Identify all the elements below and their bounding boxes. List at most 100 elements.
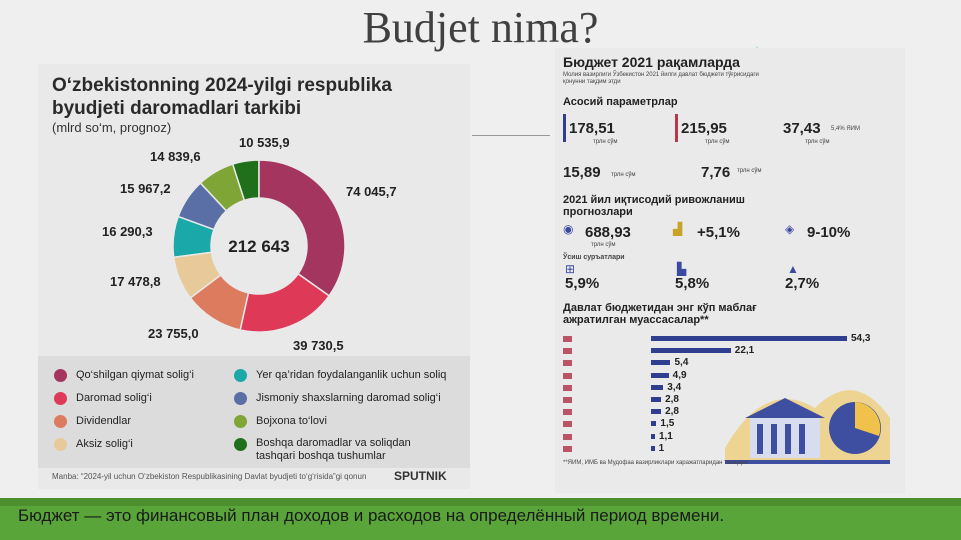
globe-icon: ◉ — [563, 222, 574, 236]
caption-bar: Бюджет — это финансовый план доходов и р… — [0, 498, 961, 540]
inflation-value: 9-10% — [807, 224, 851, 241]
unit-label: трлн сўм — [593, 139, 618, 145]
growth-value: 5,9% — [565, 275, 600, 292]
legend-item: Qo‘shilgan qiymat solig‘i — [76, 369, 194, 381]
bar — [651, 409, 662, 415]
bar — [651, 336, 847, 341]
ministry-icon — [563, 421, 572, 428]
farm-icon: ▲ — [787, 262, 799, 276]
growth-value: 2,7% — [785, 275, 820, 292]
section-heading: Асосий параметрлар — [563, 96, 678, 108]
ministry-icon — [563, 384, 572, 391]
infographic-title: O‘zbekistonning 2024-yilgi respublika by… — [52, 74, 392, 120]
bar-value-label: 1,1 — [658, 430, 673, 442]
ministry-icon — [563, 360, 572, 367]
chart-legend: Qo‘shilgan qiymat solig‘i Daromad solig‘… — [38, 356, 470, 468]
donut-chart: 212 643 — [172, 159, 346, 333]
bar — [651, 384, 664, 390]
slide-title: Budjet nima? — [362, 3, 599, 52]
footnote: **ЯИМ, ИМБ ва Мудофаа вазирликлари хараж… — [563, 460, 748, 466]
legend-swatch — [54, 369, 67, 382]
slice-label: 74 045,7 — [346, 184, 397, 199]
gdp-value: 688,93 — [585, 224, 631, 241]
bar-value-label: 22,1 — [734, 345, 755, 357]
bar-value-label: 1 — [658, 442, 665, 454]
legend-swatch — [54, 438, 67, 451]
source-note: Manba: “2024-yil uchun O‘zbekiston Respu… — [52, 472, 367, 481]
legend-item: Bojxona to‘lovi — [256, 415, 327, 427]
revenue-value: 178,51 — [569, 120, 615, 137]
loans-value: 7,76 — [701, 164, 731, 181]
section-heading: Ўсиш суръатлари — [563, 254, 625, 261]
left-infographic: O‘zbekistonning 2024-yilgi respublika by… — [38, 64, 470, 489]
bar-value-label: 4,9 — [672, 369, 687, 381]
ministry-icon — [563, 397, 572, 403]
bar-value-label: 1,5 — [660, 418, 675, 430]
caption-text: Бюджет — это финансовый план доходов и р… — [18, 506, 725, 525]
bar — [651, 348, 731, 354]
caption-accent — [0, 498, 961, 506]
cart-icon: ⊞ — [565, 262, 576, 276]
slice-label: 10 535,9 — [239, 135, 290, 150]
infographic-title: Бюджет 2021 рақамларда — [563, 54, 740, 70]
right-infographic: Бюджет 2021 рақамларда Молия вазирлиги Ў… — [555, 48, 905, 493]
bar — [651, 360, 671, 366]
legend-swatch — [234, 415, 247, 428]
infographic-subtitle: Молия вазирлиги Ўзбекистон 2021 йилги да… — [563, 72, 759, 78]
brand-logo: SPUTNIK — [394, 469, 447, 483]
slice-label: 17 478,8 — [110, 274, 161, 289]
ministry-icon — [563, 409, 572, 416]
ministry-icon — [563, 445, 572, 452]
factory-icon: ▙ — [677, 262, 687, 276]
section-heading: 2021 йил иқтисодий ривожланиш — [563, 194, 745, 206]
slice-label: 16 290,3 — [102, 224, 153, 239]
deficit-share: 5,4% ЯИМ — [831, 126, 860, 132]
ministry-icon — [563, 348, 572, 355]
unit-label: трлн сўм — [591, 242, 616, 248]
divider — [472, 135, 550, 136]
bar-value-label: 54,3 — [851, 333, 871, 344]
accent-bar — [675, 114, 678, 142]
growth-value: 5,8% — [675, 275, 710, 292]
bar — [651, 372, 669, 378]
legend-swatch — [54, 415, 67, 428]
bar — [651, 421, 657, 427]
slice-label: 14 839,6 — [150, 149, 201, 164]
donut-slice — [199, 163, 246, 212]
building-illustration — [725, 390, 890, 464]
unit-label: трлн сўм — [611, 172, 636, 178]
expense-value: 215,95 — [681, 120, 727, 137]
infographic-subtitle: қонунни тақдим этди — [563, 79, 621, 85]
legend-item: Yer qa’ridan foydalanganlik uchun soliq — [256, 369, 447, 381]
legend-item: Dividendlar — [76, 415, 132, 427]
accent-bar — [563, 114, 566, 142]
unit-label: трлн сўм — [805, 139, 830, 145]
legend-swatch — [234, 369, 247, 382]
unit-label: трлн сўм — [705, 139, 730, 145]
donut-slice — [172, 251, 222, 300]
coins-icon: ◈ — [785, 222, 795, 236]
legend-item: Boshqa daromadlar va soliqdan — [256, 437, 411, 449]
donut-slice — [189, 273, 250, 331]
legend-swatch — [234, 392, 247, 405]
bar — [651, 433, 655, 439]
slice-label: 39 730,5 — [293, 338, 344, 353]
donut-slice — [177, 182, 228, 231]
section-heading: прогнозлари — [563, 206, 633, 218]
donut-total: 212 643 — [228, 237, 289, 256]
slice-label: 15 967,2 — [120, 181, 171, 196]
legend-item: tashqari boshqa tushumlar — [256, 450, 386, 462]
donut-slice — [172, 215, 215, 259]
donut-slice — [258, 159, 346, 297]
deficit-value: 37,43 — [783, 120, 821, 137]
bar-value-label: 3,4 — [667, 381, 682, 393]
bar-value-label: 5,4 — [674, 357, 689, 369]
section-heading: ажратилган муассасалар** — [563, 314, 709, 326]
slice-label: 23 755,0 — [148, 326, 199, 341]
legend-swatch — [234, 438, 247, 451]
gdp-growth: +5,1% — [697, 224, 740, 241]
bar — [651, 397, 662, 402]
chart-growth-icon: ▟ — [673, 222, 683, 236]
title-line: O‘zbekistonning 2024-yilgi respublika — [52, 75, 392, 96]
ministry-icon — [563, 336, 572, 342]
